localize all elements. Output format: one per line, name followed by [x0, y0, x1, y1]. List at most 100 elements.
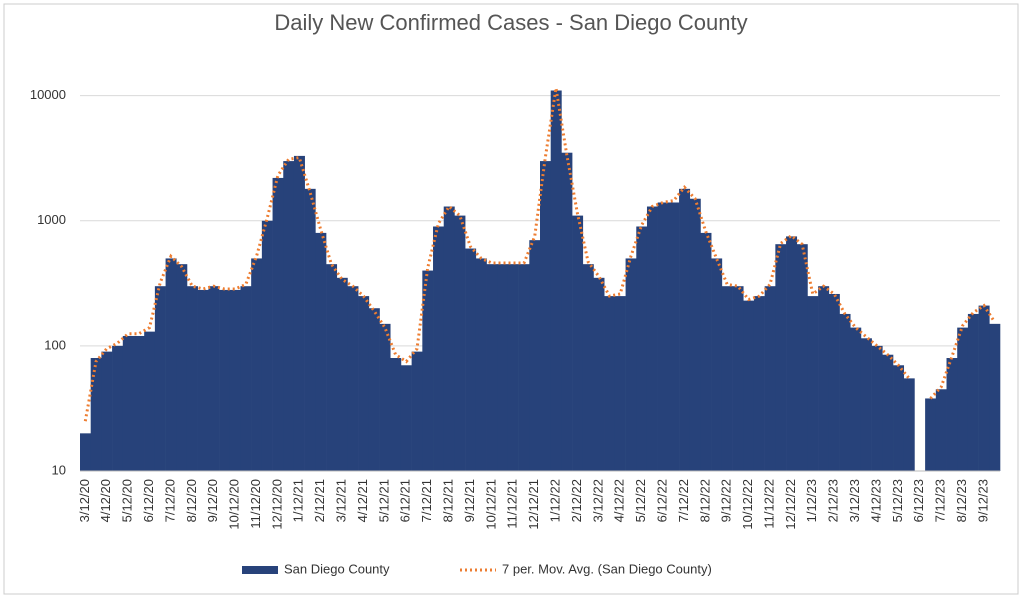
bar	[304, 188, 316, 472]
bar	[433, 226, 445, 471]
x-tick-label: 8/12/22	[697, 479, 712, 522]
bar	[529, 240, 541, 471]
x-tick-label: 9/12/22	[719, 479, 734, 522]
bar	[614, 296, 626, 471]
x-tick-label: 4/12/23	[868, 479, 883, 522]
x-tick-label: 1/12/22	[547, 479, 562, 522]
x-tick-label: 2/12/22	[569, 479, 584, 522]
bar	[711, 258, 723, 471]
bar	[732, 286, 744, 471]
x-tick-label: 6/12/22	[654, 479, 669, 522]
x-tick-label: 10/12/22	[740, 479, 755, 530]
bar	[967, 313, 979, 471]
x-tick-label: 8/12/21	[441, 479, 456, 522]
x-tick-label: 12/12/22	[783, 479, 798, 530]
moving-average-line	[83, 87, 996, 422]
bar	[261, 220, 273, 471]
bar	[422, 270, 434, 471]
x-tick-label: 5/12/23	[890, 479, 905, 522]
bar	[721, 286, 733, 471]
y-tick-label: 10000	[30, 87, 66, 102]
bar	[133, 335, 145, 471]
bar	[144, 331, 156, 471]
bar	[518, 264, 530, 471]
bar	[978, 305, 990, 471]
legend-swatch	[242, 566, 278, 574]
x-tick-label: 6/12/20	[141, 479, 156, 522]
bar	[390, 358, 402, 471]
bar	[604, 296, 616, 471]
bar	[154, 286, 166, 471]
x-tick-label: 3/12/20	[77, 479, 92, 522]
bar	[946, 358, 958, 471]
x-tick-label: 4/12/22	[612, 479, 627, 522]
x-tick-label: 12/12/20	[269, 479, 284, 530]
bar	[486, 264, 498, 471]
x-tick-label: 11/12/21	[505, 479, 520, 529]
x-tick-label: 12/12/21	[526, 479, 541, 530]
x-tick-label: 5/12/21	[376, 479, 391, 522]
y-tick-label: 1000	[37, 212, 66, 227]
bar	[283, 161, 295, 472]
bar	[786, 236, 798, 471]
bar	[775, 244, 787, 471]
x-tick-label: 6/12/21	[398, 479, 413, 522]
bar	[743, 300, 755, 471]
x-tick-label: 7/12/22	[676, 479, 691, 522]
bar	[176, 264, 188, 471]
x-tick-label: 1/12/21	[291, 479, 306, 522]
x-tick-label: 5/12/20	[120, 479, 135, 522]
bar	[272, 177, 284, 472]
bar	[186, 286, 198, 471]
bar	[240, 286, 252, 471]
bar	[925, 398, 937, 471]
x-tick-label: 10/12/20	[227, 479, 242, 530]
x-tick-label: 3/12/23	[847, 479, 862, 522]
bar	[507, 264, 519, 471]
bar	[796, 244, 808, 471]
x-tick-label: 9/12/21	[462, 479, 477, 522]
bar	[582, 264, 594, 471]
x-tick-label: 11/12/20	[248, 479, 263, 529]
bar	[700, 232, 712, 471]
x-tick-label: 1/12/23	[804, 479, 819, 522]
bar	[326, 264, 338, 471]
bar	[646, 206, 658, 471]
bar	[561, 152, 573, 471]
bar	[882, 354, 894, 471]
x-tick-label: 8/12/23	[954, 479, 969, 522]
bar	[893, 365, 905, 471]
legend-label: 7 per. Mov. Avg. (San Diego County)	[502, 561, 712, 576]
bar	[197, 289, 209, 471]
bar	[229, 289, 241, 471]
bar	[336, 277, 348, 471]
bar	[572, 215, 584, 471]
bar	[818, 286, 830, 471]
x-tick-label: 3/12/21	[334, 479, 349, 522]
bar	[593, 277, 605, 471]
bar	[101, 351, 113, 471]
bar	[368, 308, 380, 471]
bar	[293, 155, 305, 471]
bar	[657, 202, 669, 472]
bar	[208, 286, 220, 471]
x-tick-label: 9/12/20	[205, 479, 220, 522]
bar	[165, 258, 177, 471]
bar	[122, 335, 134, 471]
bar	[475, 258, 487, 471]
bar	[625, 258, 637, 471]
bar	[753, 296, 765, 471]
bar	[839, 313, 851, 471]
bar	[112, 345, 124, 471]
bar	[80, 433, 91, 471]
bar	[358, 296, 370, 471]
bar	[828, 293, 840, 471]
bar	[347, 286, 359, 471]
bar	[400, 365, 412, 471]
bar	[903, 378, 915, 471]
bar	[668, 202, 680, 472]
bar	[379, 323, 391, 471]
bar	[540, 161, 551, 472]
bar	[411, 351, 423, 471]
